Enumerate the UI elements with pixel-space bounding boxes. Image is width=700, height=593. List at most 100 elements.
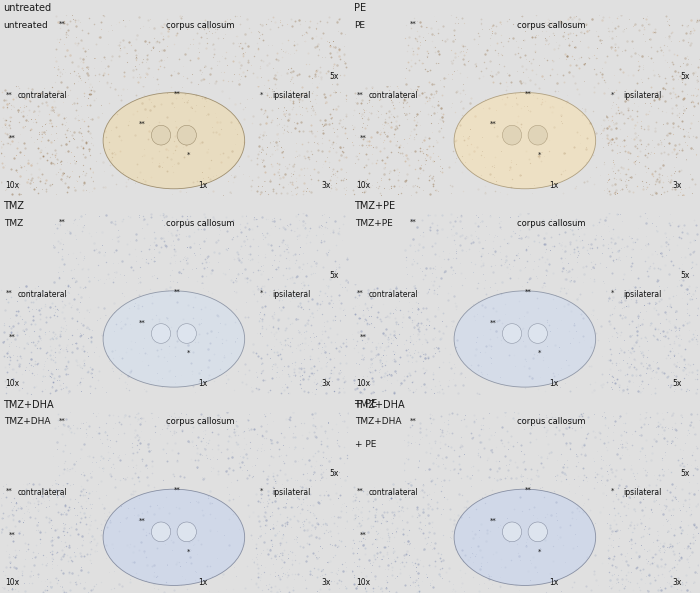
Ellipse shape (454, 93, 596, 189)
Text: 3x: 3x (673, 181, 682, 190)
Ellipse shape (503, 125, 522, 145)
Text: **: ** (6, 290, 13, 296)
Text: 10x: 10x (356, 181, 371, 190)
Text: **: ** (359, 532, 366, 538)
Text: **: ** (59, 417, 66, 423)
Text: 5x: 5x (673, 379, 682, 388)
Text: 1x: 1x (549, 379, 559, 388)
Text: 5x: 5x (330, 72, 339, 81)
Ellipse shape (528, 522, 547, 541)
Text: 10x: 10x (6, 379, 20, 388)
Text: 3x: 3x (673, 578, 682, 586)
Text: 1x: 1x (198, 379, 207, 388)
Text: **: ** (174, 487, 181, 493)
Text: ipsilateral: ipsilateral (272, 91, 310, 100)
Text: 5x: 5x (330, 469, 339, 478)
Text: contralateral: contralateral (18, 290, 67, 299)
Text: PE: PE (354, 3, 366, 13)
Ellipse shape (528, 125, 547, 145)
Text: contralateral: contralateral (369, 91, 419, 100)
Text: TMZ+PE: TMZ+PE (355, 219, 392, 228)
Text: PE: PE (355, 21, 365, 30)
Text: ipsilateral: ipsilateral (272, 488, 310, 497)
Text: TMZ+DHA: TMZ+DHA (4, 417, 50, 426)
Text: **: ** (139, 518, 145, 524)
Text: **: ** (356, 290, 363, 296)
Text: **: ** (356, 488, 363, 494)
Ellipse shape (151, 522, 171, 541)
Ellipse shape (503, 522, 522, 541)
Text: **: ** (489, 518, 496, 524)
Text: 1x: 1x (549, 578, 559, 586)
Text: *: * (538, 549, 541, 554)
Text: *: * (187, 549, 190, 554)
Text: corpus callosum: corpus callosum (167, 219, 234, 228)
Text: + PE: + PE (355, 439, 376, 449)
Text: **: ** (356, 91, 363, 97)
Ellipse shape (503, 324, 522, 343)
Ellipse shape (103, 93, 245, 189)
Text: **: ** (525, 289, 531, 295)
Text: *: * (611, 290, 615, 296)
Text: TMZ: TMZ (4, 219, 23, 228)
Text: TMZ+DHA: TMZ+DHA (355, 417, 401, 426)
Text: **: ** (59, 219, 66, 225)
Text: **: ** (59, 21, 66, 27)
Text: *: * (611, 91, 615, 97)
Text: ipsilateral: ipsilateral (272, 290, 310, 299)
Text: corpus callosum: corpus callosum (167, 417, 234, 426)
Ellipse shape (103, 489, 245, 585)
Text: ipsilateral: ipsilateral (623, 488, 662, 497)
Ellipse shape (454, 489, 596, 585)
Text: 5x: 5x (681, 469, 690, 478)
Text: **: ** (359, 333, 366, 340)
Text: **: ** (174, 289, 181, 295)
Text: **: ** (8, 532, 15, 538)
Text: TMZ+PE: TMZ+PE (354, 201, 395, 211)
Text: **: ** (525, 487, 531, 493)
Ellipse shape (177, 324, 197, 343)
Text: untreated: untreated (3, 3, 51, 13)
Text: 5x: 5x (681, 271, 690, 280)
Ellipse shape (177, 125, 197, 145)
Text: 3x: 3x (321, 578, 331, 586)
Text: **: ** (174, 90, 181, 96)
Text: **: ** (8, 135, 15, 141)
Text: **: ** (410, 417, 416, 423)
Text: corpus callosum: corpus callosum (517, 21, 586, 30)
Text: *: * (187, 152, 190, 158)
Text: *: * (538, 350, 541, 356)
Text: contralateral: contralateral (18, 91, 67, 100)
Text: contralateral: contralateral (369, 290, 419, 299)
Ellipse shape (177, 522, 197, 541)
Text: corpus callosum: corpus callosum (517, 219, 586, 228)
Text: **: ** (8, 333, 15, 340)
Text: **: ** (489, 121, 496, 127)
Text: *: * (260, 91, 263, 97)
Text: **: ** (489, 319, 496, 326)
Text: **: ** (139, 121, 145, 127)
Text: **: ** (410, 21, 416, 27)
Text: contralateral: contralateral (18, 488, 67, 497)
Ellipse shape (151, 324, 171, 343)
Text: 3x: 3x (321, 181, 331, 190)
Text: *: * (611, 488, 615, 494)
Text: **: ** (6, 91, 13, 97)
Text: 5x: 5x (330, 271, 339, 280)
Text: 10x: 10x (6, 181, 20, 190)
Text: *: * (538, 152, 541, 158)
Text: *: * (187, 350, 190, 356)
Text: TMZ: TMZ (3, 201, 24, 211)
Text: TMZ+DHA: TMZ+DHA (354, 400, 405, 410)
Text: 1x: 1x (549, 181, 559, 190)
Text: 10x: 10x (6, 578, 20, 586)
Text: untreated: untreated (4, 21, 48, 30)
Text: TMZ+DHA: TMZ+DHA (3, 400, 53, 410)
Text: **: ** (139, 319, 145, 326)
Text: ipsilateral: ipsilateral (623, 290, 662, 299)
Ellipse shape (454, 291, 596, 387)
Text: **: ** (410, 219, 416, 225)
Text: ipsilateral: ipsilateral (623, 91, 662, 100)
Text: **: ** (525, 90, 531, 96)
Text: 3x: 3x (321, 379, 331, 388)
